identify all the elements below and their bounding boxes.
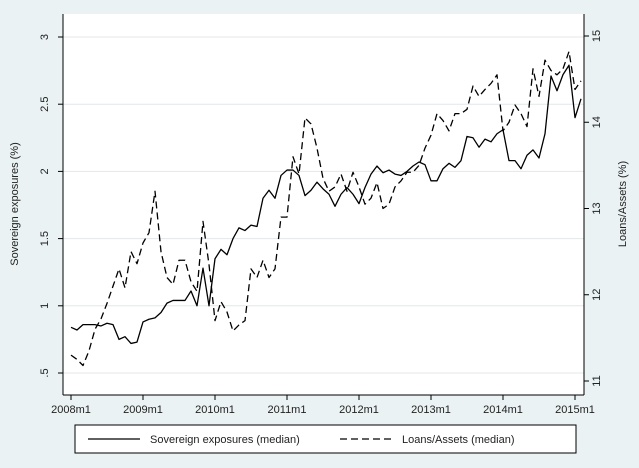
y-right-tick-label: 13: [591, 202, 603, 214]
y-right-tick-label: 12: [591, 289, 603, 301]
gridlines: [63, 36, 584, 374]
sovereign-exposures-line: [70, 64, 582, 345]
y-left-ticks: .5 1 1.5 2 2.5 3: [39, 34, 63, 378]
legend-label-loans: Loans/Assets (median): [402, 434, 515, 446]
y-left-axis-title: Sovereign exposures (%): [9, 142, 21, 266]
legend: Sovereign exposures (median) Loans/Asset…: [74, 424, 577, 454]
legend-box: [74, 424, 577, 454]
y-right-tick-label: 15: [591, 30, 603, 42]
plot-area: [63, 14, 584, 395]
x-tick-label: 2013m1: [411, 404, 451, 416]
y-left-tick-label: .5: [39, 368, 51, 377]
y-left-tick-label: 2: [39, 168, 51, 174]
x-tick-label: 2014m1: [483, 404, 523, 416]
y-right-axis-title: Loans/Assets (%): [617, 161, 629, 247]
legend-label-sovereign: Sovereign exposures (median): [150, 434, 300, 446]
y-left-tick-label: 3: [39, 34, 51, 40]
x-tick-label: 2012m1: [339, 404, 379, 416]
loans-assets-line: [70, 50, 582, 367]
y-right-ticks: 11 12 13 14 15: [584, 30, 603, 387]
x-ticks: 2008m1 2009m1 2010m1 2011m1 2012m1 2013m1 2014…: [51, 395, 595, 416]
x-tick-label: 2011m1: [268, 404, 307, 416]
y-left-tick-label: 2.5: [39, 97, 51, 112]
y-left-tick-label: 1.5: [39, 231, 51, 246]
x-tick-label: 2015m1: [555, 404, 595, 416]
x-tick-label: 2010m1: [195, 404, 235, 416]
x-tick-label: 2008m1: [51, 404, 91, 416]
y-left-tick-label: 1: [39, 303, 51, 309]
y-right-tick-label: 14: [591, 116, 603, 128]
x-tick-label: 2009m1: [123, 404, 163, 416]
y-right-tick-label: 11: [591, 375, 603, 386]
series-lines: [70, 50, 582, 367]
